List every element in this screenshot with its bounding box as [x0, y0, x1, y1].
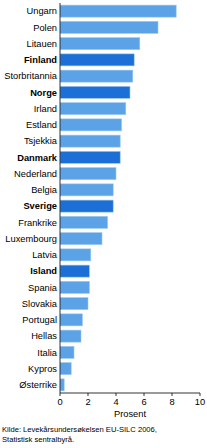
bar: [60, 184, 113, 196]
category-label: Sverige: [23, 201, 57, 211]
chart: Ungarn Polen Litauen Finland Storbritannia No…: [0, 0, 207, 448]
tick-label: 10: [195, 397, 205, 407]
bar: [60, 265, 89, 277]
category-label: Danmark: [17, 153, 58, 163]
category-label: Luxembourg: [5, 234, 57, 244]
bar: [60, 70, 133, 82]
category-label: Polen: [33, 23, 57, 33]
x-axis-label: Prosent: [114, 409, 146, 419]
bar: [60, 314, 82, 326]
category-label: Slovakia: [22, 299, 58, 309]
category-label: Irland: [34, 104, 57, 114]
category-label: Storbritannia: [4, 71, 58, 81]
category-label: Litauen: [26, 39, 57, 49]
bar: [60, 281, 89, 293]
bar: [60, 103, 126, 115]
bar: [60, 298, 88, 310]
tick-label: 2: [85, 397, 90, 407]
bar: [60, 21, 158, 33]
tick-label: 0: [57, 397, 62, 407]
bar: [60, 363, 71, 375]
category-label: Island: [30, 266, 57, 276]
tick: [60, 393, 61, 396]
bar: [60, 86, 130, 98]
y-axis: [60, 3, 61, 393]
bar: [60, 38, 140, 50]
bar: [60, 135, 120, 147]
source-note: Kilde: Levekårsundersøkelsen EU-SILC 200…: [2, 425, 157, 434]
category-label: Hellas: [31, 331, 57, 341]
category-label: Tsjekkia: [24, 136, 58, 146]
category-label: Estland: [26, 120, 57, 130]
bars: [60, 5, 176, 391]
tick: [88, 393, 89, 396]
category-label: Belgia: [31, 185, 58, 195]
tick-label: 4: [113, 397, 118, 407]
category-label: Finland: [24, 55, 57, 65]
bar: [60, 330, 81, 342]
category-label: Østerrike: [19, 380, 57, 390]
bar: [60, 5, 176, 17]
bar: [60, 249, 91, 261]
tick: [116, 393, 117, 396]
bar: [60, 54, 134, 66]
category-label: Latvia: [32, 250, 58, 260]
x-axis: [60, 393, 200, 394]
bar: [60, 119, 122, 131]
category-label: Spania: [28, 283, 58, 293]
category-label: Italia: [37, 348, 57, 358]
tick-label: 6: [141, 397, 146, 407]
bar: [60, 151, 120, 163]
bar: [60, 216, 108, 228]
category-label: Norge: [30, 88, 57, 98]
bar: [60, 379, 64, 391]
category-label: Frankrike: [18, 218, 57, 228]
bar: [60, 200, 113, 212]
bar: [60, 233, 102, 245]
category-label: Kypros: [28, 364, 57, 374]
category-label: Ungarn: [27, 6, 58, 16]
tick-label: 8: [169, 397, 174, 407]
source-note: Statistisk sentralbyrå.: [2, 435, 74, 444]
bar: [60, 168, 116, 180]
category-label: Nederland: [14, 169, 57, 179]
category-label: Portugal: [22, 315, 57, 325]
tick: [144, 393, 145, 396]
bar: [60, 346, 74, 358]
tick: [172, 393, 173, 396]
tick: [200, 393, 201, 396]
